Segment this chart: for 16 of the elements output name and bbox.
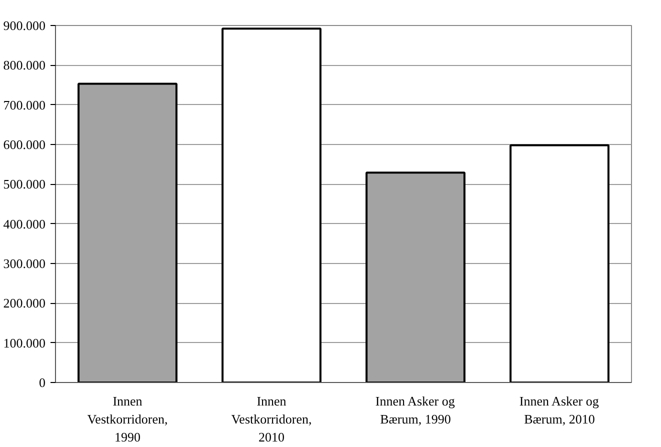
y-tick-label: 800.000 <box>3 58 46 73</box>
bar <box>222 28 322 382</box>
x-tick-label: Innen Asker og Bærum, 1990 <box>375 394 456 426</box>
y-tick-label: 100.000 <box>3 335 46 350</box>
y-tick-label: 200.000 <box>3 296 46 311</box>
x-tick-label: Innen Asker og Bærum, 2010 <box>519 394 600 426</box>
x-tick-label: Innen Vestkorridoren, 1990 <box>87 394 168 444</box>
y-tick-label: 300.000 <box>3 256 46 271</box>
y-tick-label: 500.000 <box>3 176 46 192</box>
y-tick-label: 900.000 <box>3 18 46 33</box>
x-tick-label: Innen Vestkorridoren, 2010 <box>231 394 312 444</box>
y-tick-label: 400.000 <box>3 216 46 232</box>
y-tick-label: 700.000 <box>3 97 46 112</box>
y-tick-label: 600.000 <box>3 137 46 152</box>
y-tick-label: 0 <box>39 375 46 390</box>
bar <box>510 144 610 382</box>
